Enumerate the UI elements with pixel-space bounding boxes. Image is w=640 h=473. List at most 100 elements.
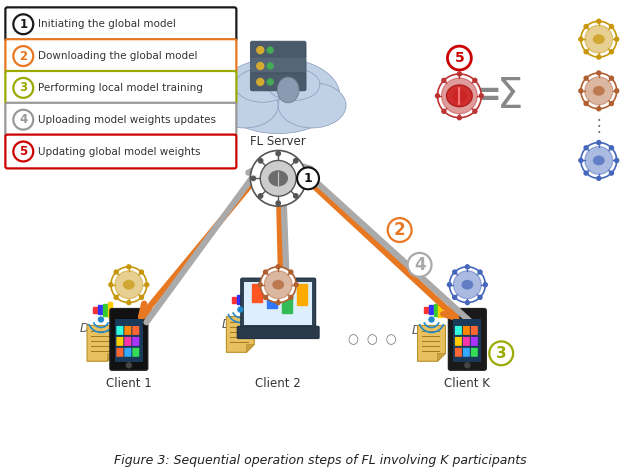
Circle shape <box>109 283 113 287</box>
Circle shape <box>479 94 483 98</box>
Text: =: = <box>474 79 501 112</box>
FancyBboxPatch shape <box>250 73 306 91</box>
Circle shape <box>585 77 612 105</box>
Bar <box>247 292 252 307</box>
FancyBboxPatch shape <box>116 348 124 357</box>
Circle shape <box>585 25 612 53</box>
Ellipse shape <box>447 85 472 107</box>
Bar <box>429 305 433 314</box>
Circle shape <box>442 78 477 114</box>
Ellipse shape <box>278 83 346 128</box>
FancyBboxPatch shape <box>5 39 236 73</box>
FancyBboxPatch shape <box>449 308 486 370</box>
Circle shape <box>276 301 280 305</box>
Circle shape <box>458 116 461 120</box>
Circle shape <box>585 147 612 175</box>
Circle shape <box>447 283 451 287</box>
Circle shape <box>259 283 262 287</box>
FancyBboxPatch shape <box>116 337 124 346</box>
Circle shape <box>609 50 614 54</box>
Circle shape <box>145 283 148 287</box>
FancyBboxPatch shape <box>115 318 143 362</box>
Circle shape <box>114 295 118 299</box>
Text: 3: 3 <box>19 81 28 95</box>
FancyBboxPatch shape <box>455 326 462 335</box>
Circle shape <box>13 14 33 34</box>
Circle shape <box>257 62 264 70</box>
Circle shape <box>478 270 482 274</box>
Circle shape <box>260 267 296 303</box>
Circle shape <box>478 295 482 299</box>
Circle shape <box>264 271 292 298</box>
Circle shape <box>438 74 481 118</box>
Ellipse shape <box>593 35 605 44</box>
Circle shape <box>276 201 280 205</box>
Circle shape <box>289 270 293 274</box>
FancyBboxPatch shape <box>124 337 131 346</box>
Text: Performing local model training: Performing local model training <box>38 83 203 93</box>
Circle shape <box>294 158 298 163</box>
Circle shape <box>453 271 481 298</box>
Circle shape <box>579 89 583 93</box>
FancyBboxPatch shape <box>5 135 236 168</box>
Circle shape <box>584 50 588 54</box>
Text: ⋮: ⋮ <box>591 117 607 135</box>
Text: Client 2: Client 2 <box>255 377 301 390</box>
Ellipse shape <box>211 83 278 128</box>
Circle shape <box>294 283 298 287</box>
Circle shape <box>596 140 601 145</box>
FancyBboxPatch shape <box>471 337 478 346</box>
Circle shape <box>614 89 619 93</box>
Circle shape <box>473 79 477 82</box>
Bar <box>98 305 102 314</box>
Circle shape <box>596 107 601 111</box>
Ellipse shape <box>452 89 467 102</box>
Circle shape <box>465 301 469 305</box>
Polygon shape <box>107 353 115 361</box>
Circle shape <box>99 317 104 322</box>
Circle shape <box>579 37 583 41</box>
Text: 2: 2 <box>394 221 406 239</box>
Circle shape <box>238 307 243 312</box>
Circle shape <box>289 295 293 299</box>
Circle shape <box>13 46 33 66</box>
Bar <box>297 284 307 305</box>
Text: 4: 4 <box>413 256 426 274</box>
FancyBboxPatch shape <box>463 337 470 346</box>
Circle shape <box>13 141 33 161</box>
Text: 5: 5 <box>454 51 464 65</box>
Circle shape <box>297 167 319 189</box>
FancyBboxPatch shape <box>241 278 316 329</box>
Text: 5: 5 <box>19 145 28 158</box>
Circle shape <box>452 295 457 299</box>
Bar <box>232 297 236 303</box>
Circle shape <box>584 25 588 28</box>
Circle shape <box>452 270 457 274</box>
Text: Downloading the global model: Downloading the global model <box>38 51 198 61</box>
Text: 2: 2 <box>19 50 28 62</box>
Text: Client K: Client K <box>444 377 490 390</box>
Circle shape <box>429 317 434 322</box>
Circle shape <box>596 19 601 23</box>
FancyBboxPatch shape <box>463 348 470 357</box>
Circle shape <box>114 270 118 274</box>
Circle shape <box>579 158 583 162</box>
Circle shape <box>435 94 440 98</box>
Circle shape <box>257 79 264 86</box>
Circle shape <box>584 146 588 150</box>
FancyBboxPatch shape <box>455 337 462 346</box>
FancyBboxPatch shape <box>463 326 470 335</box>
Circle shape <box>388 218 412 242</box>
FancyBboxPatch shape <box>110 308 148 370</box>
Text: $\Sigma$: $\Sigma$ <box>497 75 522 117</box>
FancyBboxPatch shape <box>455 348 462 357</box>
Text: $D_1$: $D_1$ <box>79 322 95 337</box>
Circle shape <box>609 171 614 175</box>
Text: Figure 3: Sequential operation steps of FL involving K participants: Figure 3: Sequential operation steps of … <box>114 454 526 467</box>
FancyBboxPatch shape <box>5 103 236 137</box>
Circle shape <box>301 176 305 181</box>
Ellipse shape <box>277 77 299 103</box>
FancyBboxPatch shape <box>471 348 478 357</box>
Circle shape <box>268 47 273 53</box>
Text: 4: 4 <box>19 113 28 126</box>
